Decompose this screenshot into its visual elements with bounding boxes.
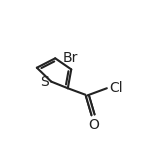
- Text: O: O: [88, 118, 99, 132]
- Text: S: S: [40, 75, 49, 89]
- Text: Br: Br: [63, 51, 78, 65]
- Text: Cl: Cl: [109, 82, 123, 95]
